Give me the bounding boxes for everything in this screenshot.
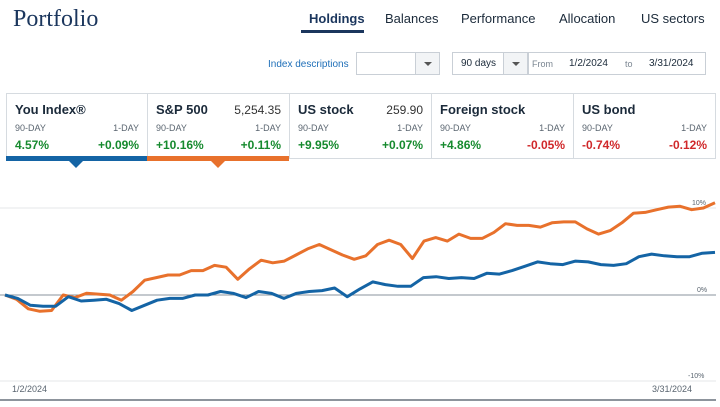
card-value-90-day: +4.86% — [440, 138, 482, 152]
period-select-value: 90 days — [461, 58, 497, 69]
card-value-90-day: +9.95% — [298, 138, 340, 152]
card-value-90-day: -0.74% — [582, 138, 621, 152]
series-line-you-index — [4, 250, 716, 312]
x-axis-end-date: 3/31/2024 — [652, 384, 693, 394]
card-name: Foreign stock — [440, 102, 526, 117]
card-price: 259.90 — [386, 103, 423, 117]
index-select[interactable] — [356, 52, 440, 75]
card-label-90-day: 90-DAY — [156, 123, 187, 133]
card-label-1-day: 1-DAY — [255, 123, 281, 133]
index-cards: You Index® 90-DAY 1-DAY 4.57% +0.09% S&P… — [6, 93, 716, 159]
tab-balances[interactable]: Balances — [385, 11, 439, 26]
card-value-90-day: 4.57% — [15, 138, 50, 152]
card-value-1-day: -0.05% — [526, 138, 565, 152]
chevron-down-icon — [415, 53, 439, 74]
card-price: 5,254.35 — [234, 103, 281, 117]
card-name: S&P 500 — [156, 102, 208, 117]
selected-card-bar-you-index — [6, 156, 147, 161]
tab-allocation[interactable]: Allocation — [559, 11, 616, 26]
card-value-90-day: +10.16% — [156, 138, 204, 152]
to-label: to — [625, 59, 633, 69]
card-label-1-day: 1-DAY — [113, 123, 139, 133]
card-sp-500[interactable]: S&P 500 5,254.35 90-DAY 1-DAY +10.16% +0… — [148, 94, 290, 158]
period-select[interactable]: 90 days — [452, 52, 528, 75]
card-value-1-day: +0.11% — [240, 138, 281, 152]
card-value-1-day: -0.12% — [668, 138, 707, 152]
card-label-1-day: 1-DAY — [397, 123, 423, 133]
card-label-90-day: 90-DAY — [15, 123, 46, 133]
card-label-90-day: 90-DAY — [582, 123, 613, 133]
x-axis-start-date: 1/2/2024 — [12, 384, 48, 394]
main-nav: Holdings Balances Performance Allocation… — [0, 11, 720, 35]
card-foreign-stock[interactable]: Foreign stock 90-DAY 1-DAY +4.86% -0.05% — [432, 94, 574, 158]
y-tick-label-bottom: -10% — [688, 373, 705, 380]
card-you-index[interactable]: You Index® 90-DAY 1-DAY 4.57% +0.09% — [7, 94, 148, 158]
page-title: Portfolio — [13, 6, 99, 32]
from-label: From — [532, 59, 553, 69]
from-date-input[interactable]: 1/2/2024 — [569, 58, 608, 69]
date-range-field[interactable]: From 1/2/2024 to 3/31/2024 — [528, 52, 706, 75]
selected-card-pointer-sp-500 — [210, 160, 226, 168]
card-us-bond[interactable]: US bond 90-DAY 1-DAY -0.74% -0.12% — [574, 94, 715, 158]
series-line-sp-500 — [4, 201, 716, 313]
y-tick-label-zero: 0% — [697, 287, 708, 294]
y-tick-label-top: 10% — [692, 200, 707, 207]
tab-us-sectors[interactable]: US sectors — [641, 11, 705, 26]
active-tab-underline — [301, 30, 364, 33]
card-label-90-day: 90-DAY — [440, 123, 471, 133]
card-us-stock[interactable]: US stock 259.90 90-DAY 1-DAY +9.95% +0.0… — [290, 94, 432, 158]
card-label-90-day: 90-DAY — [298, 123, 329, 133]
selected-card-pointer-you-index — [68, 160, 84, 168]
card-value-1-day: +0.07% — [381, 138, 423, 152]
index-descriptions-link[interactable]: Index descriptions — [268, 59, 349, 70]
to-date-input[interactable]: 3/31/2024 — [649, 58, 694, 69]
tab-performance[interactable]: Performance — [461, 11, 536, 26]
tab-holdings[interactable]: Holdings — [309, 11, 365, 26]
card-name: You Index® — [15, 102, 86, 117]
card-label-1-day: 1-DAY — [539, 123, 565, 133]
card-label-1-day: 1-DAY — [681, 123, 707, 133]
selected-card-bar-sp-500 — [147, 156, 289, 161]
card-name: US bond — [582, 102, 636, 117]
chevron-down-icon — [503, 53, 527, 74]
card-value-1-day: +0.09% — [97, 138, 139, 152]
card-name: US stock — [298, 102, 354, 117]
